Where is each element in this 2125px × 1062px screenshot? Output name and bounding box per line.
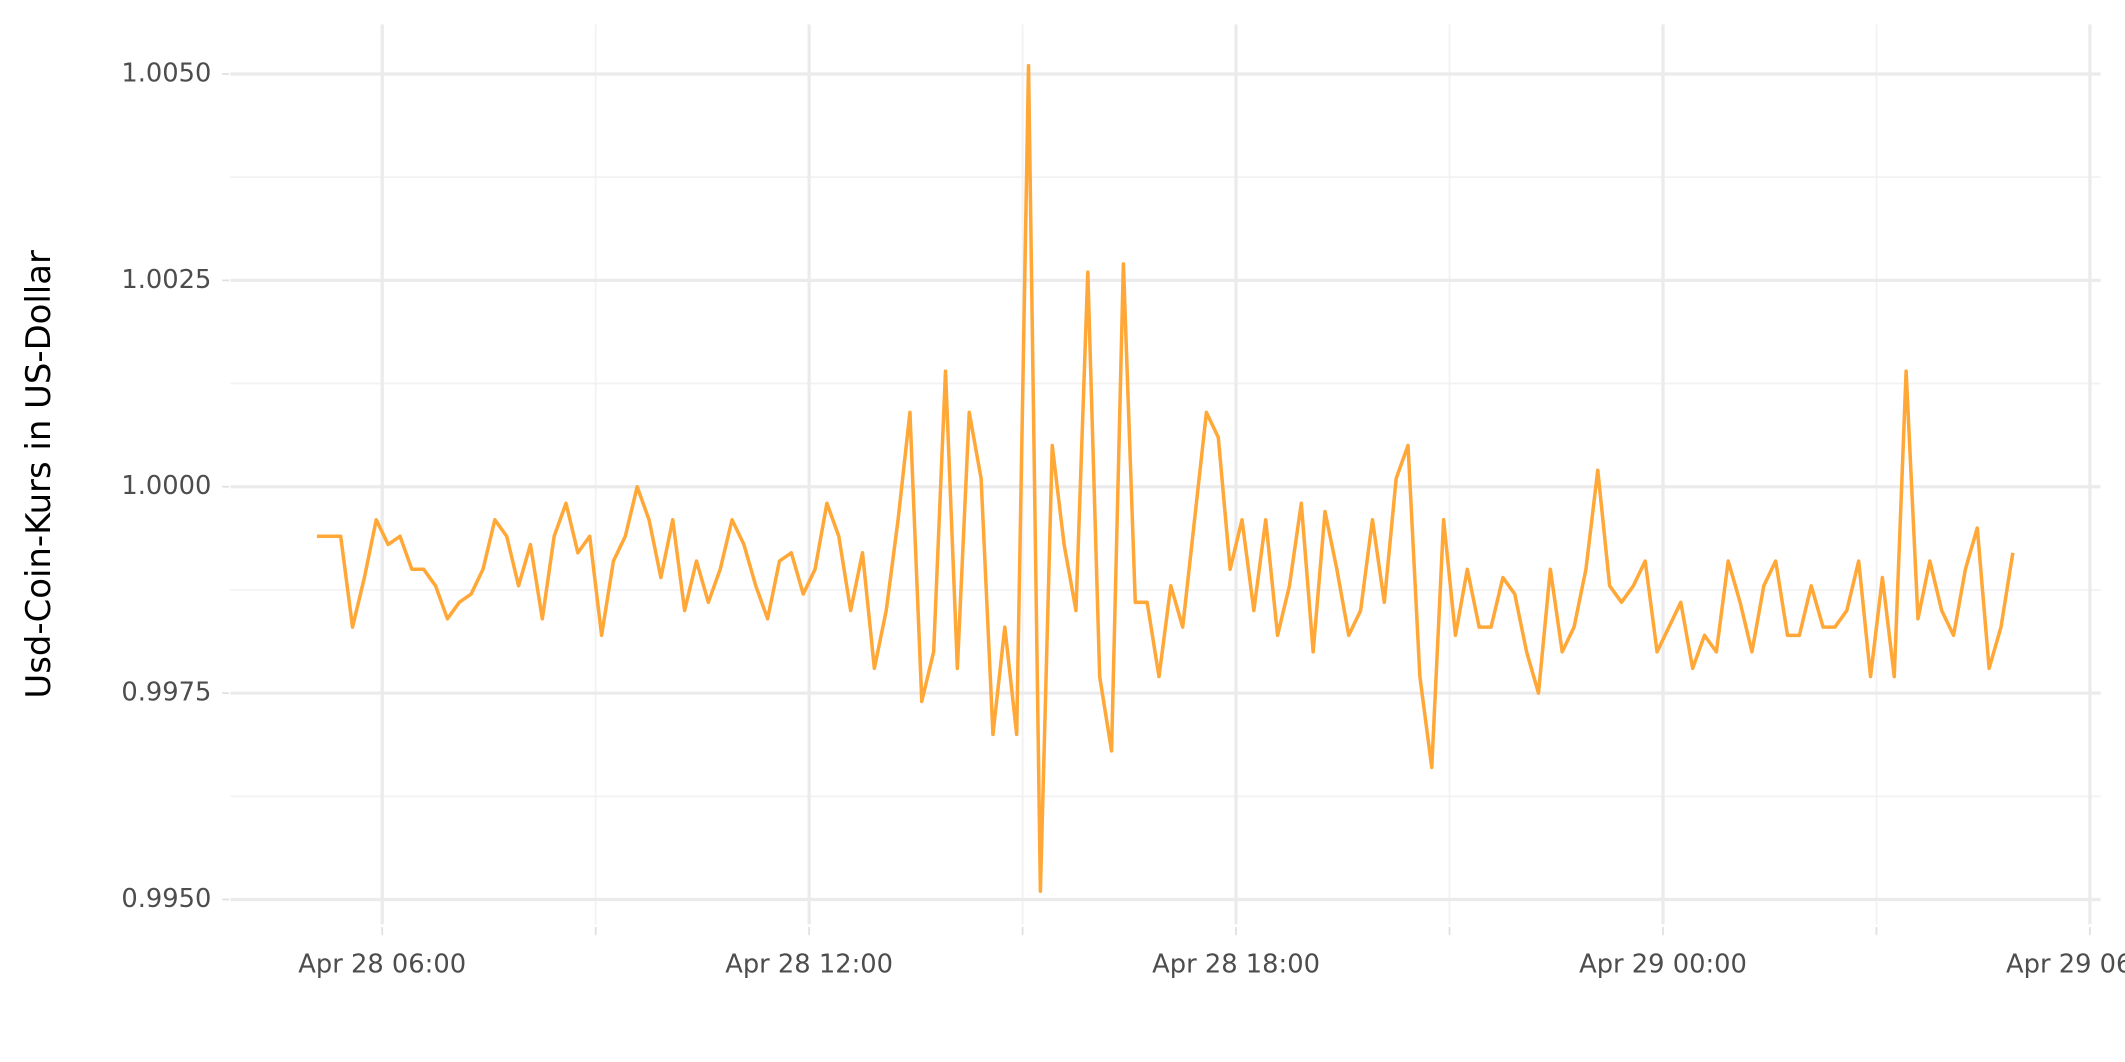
y-tick-label: 0.9950 (121, 884, 211, 914)
x-tick-label: Apr 28 12:00 (725, 949, 893, 979)
y-tick-label: 1.0050 (121, 58, 211, 88)
y-tick-label: 1.0000 (121, 471, 211, 501)
x-tick-label: Apr 28 18:00 (1152, 949, 1320, 979)
y-axis-title: Usd-Coin-Kurs in US-Dollar (19, 250, 58, 699)
x-tick-label: Apr 29 06:00 (2006, 949, 2125, 979)
y-tick-label: 0.9975 (121, 678, 211, 708)
price-line (316, 63, 2015, 894)
y-tick-label: 1.0025 (121, 265, 211, 295)
x-tick-label: Apr 28 06:00 (298, 949, 466, 979)
x-tick-label: Apr 29 00:00 (1579, 949, 1747, 979)
